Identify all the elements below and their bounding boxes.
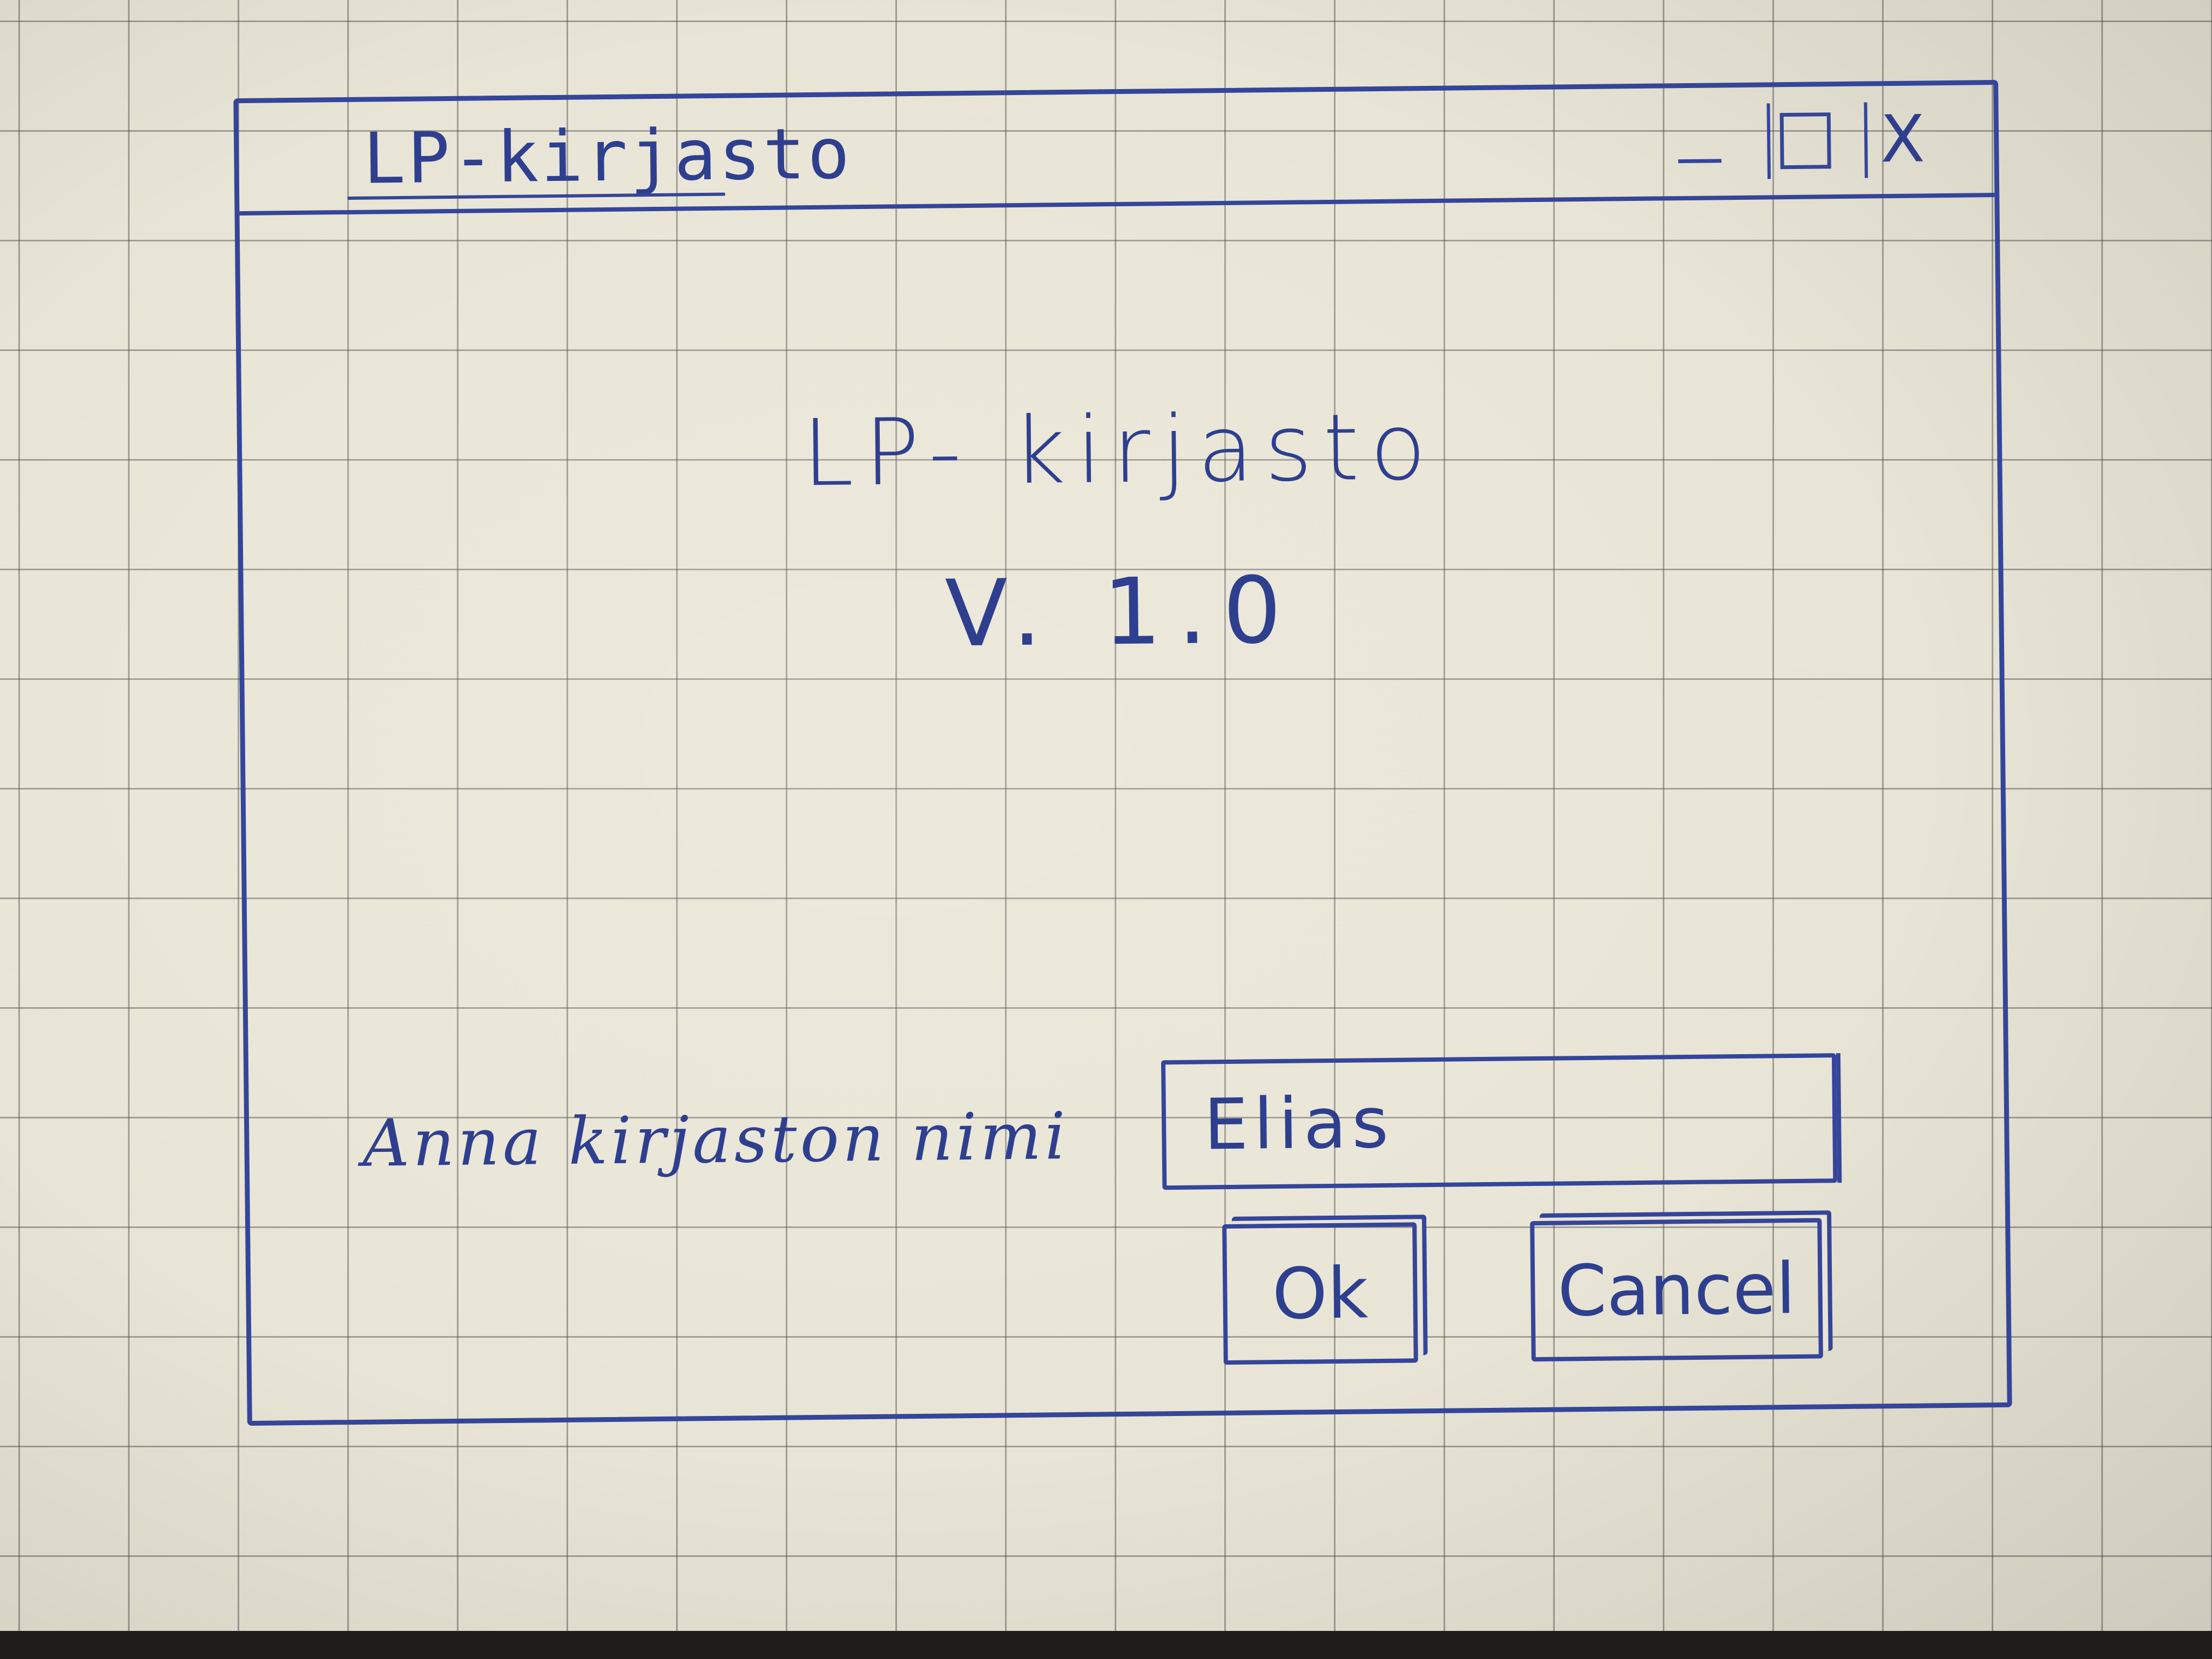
maximize-button[interactable] [1766, 103, 1841, 179]
input-scroll-handle[interactable] [1836, 1053, 1864, 1183]
maximize-icon [1779, 112, 1831, 170]
window-title: LP-kirjasto [362, 112, 853, 200]
close-icon: X [1880, 102, 1926, 178]
version-label: V. 1.0 [944, 557, 1298, 668]
close-button[interactable]: X [1864, 102, 1938, 178]
ok-button[interactable]: Ok [1222, 1222, 1418, 1365]
title-bar: LP-kirjasto X [238, 85, 1995, 216]
library-name-input[interactable] [1161, 1053, 1838, 1190]
desk-edge [0, 1631, 2212, 1659]
app-name-heading: LP- kirjasto [801, 393, 1438, 508]
cancel-button[interactable]: Cancel [1530, 1218, 1823, 1362]
minimize-button[interactable] [1664, 104, 1735, 180]
minimize-icon [1678, 158, 1722, 163]
dialog-window: LP-kirjasto X LP- kirjasto V. 1.0 Anna k… [233, 79, 2012, 1426]
library-name-label: Anna kirjaston nimi [362, 1099, 1069, 1182]
